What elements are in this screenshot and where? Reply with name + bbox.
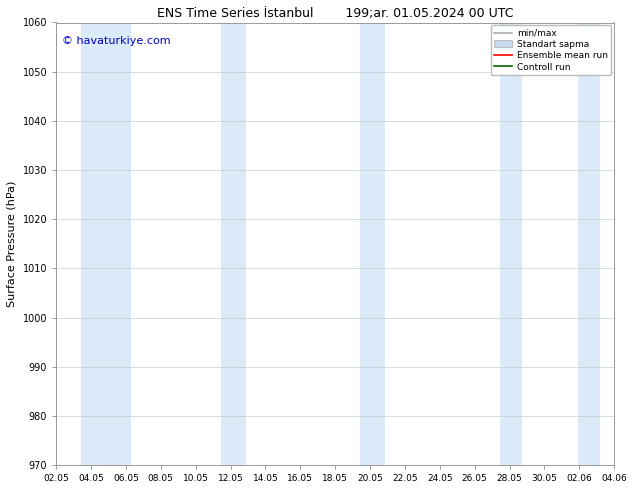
Text: © havaturkiye.com: © havaturkiye.com: [61, 36, 171, 46]
Bar: [511, 23, 522, 465]
Bar: [120, 23, 131, 465]
Bar: [589, 23, 600, 465]
Bar: [374, 23, 385, 465]
Y-axis label: Surface Pressure (hPa): Surface Pressure (hPa): [7, 181, 17, 307]
Bar: [578, 23, 589, 465]
Bar: [360, 23, 374, 465]
Bar: [232, 23, 246, 465]
Bar: [221, 23, 232, 465]
Bar: [500, 23, 511, 465]
Bar: [81, 23, 120, 465]
Legend: min/max, Standart sapma, Ensemble mean run, Controll run: min/max, Standart sapma, Ensemble mean r…: [491, 25, 611, 75]
Title: ENS Time Series İstanbul        199;ar. 01.05.2024 00 UTC: ENS Time Series İstanbul 199;ar. 01.05.2…: [157, 7, 514, 20]
